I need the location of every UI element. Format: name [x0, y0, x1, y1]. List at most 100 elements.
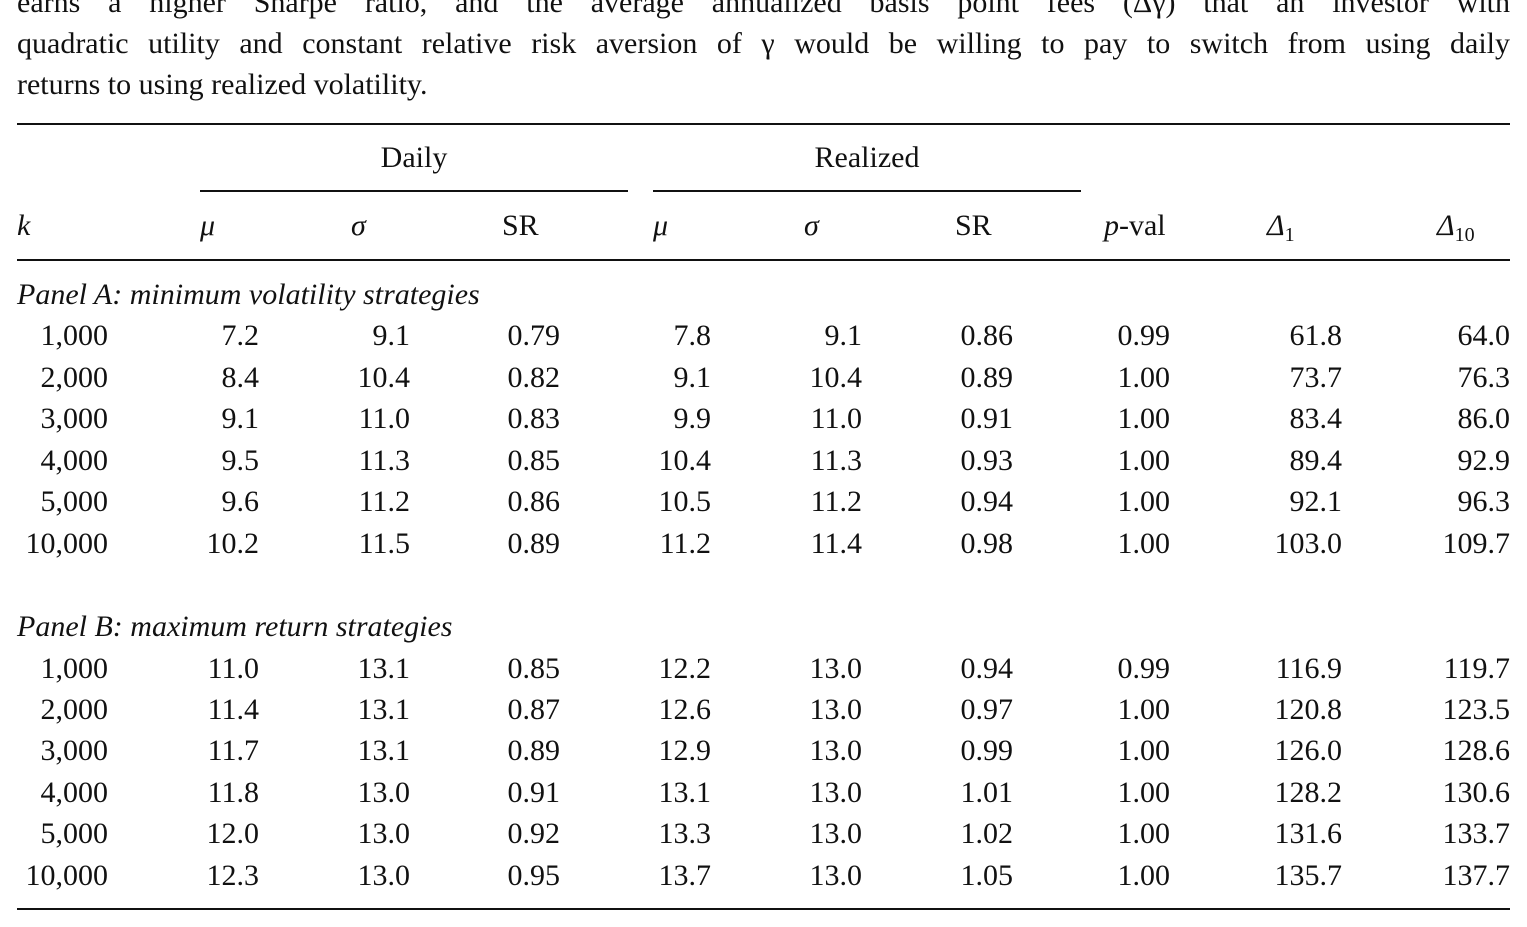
cell-realized-sigma: 13.0: [809, 734, 863, 767]
cell-k: 3,000: [40, 402, 109, 435]
cell-delta10: 96.3: [1457, 485, 1511, 518]
cell-daily-sigma: 11.0: [358, 402, 410, 435]
col-header-realized-mu: μ: [653, 209, 669, 242]
cell-pval: 1.00: [1117, 776, 1171, 809]
cell-daily-mu: 7.2: [221, 319, 260, 352]
cell-k: 5,000: [40, 817, 109, 850]
cell-delta1: 89.4: [1289, 444, 1343, 477]
cell-daily-sr: 0.89: [507, 527, 561, 560]
cell-daily-sigma: 13.0: [357, 817, 411, 850]
cell-delta1: 103.0: [1274, 527, 1343, 560]
cell-realized-mu: 11.2: [659, 527, 711, 560]
cell-daily-mu: 9.5: [221, 444, 260, 477]
cell-realized-sr: 0.86: [960, 319, 1014, 352]
cell-daily-mu: 11.4: [207, 693, 259, 726]
cell-daily-sr: 0.87: [507, 693, 561, 726]
cell-delta1: 83.4: [1289, 402, 1343, 435]
cell-daily-sigma: 11.5: [358, 527, 410, 560]
cell-realized-mu: 13.7: [658, 859, 712, 892]
cell-pval: 0.99: [1117, 319, 1171, 352]
cell-k: 10,000: [25, 527, 109, 560]
cell-realized-sr: 0.98: [960, 527, 1014, 560]
col-header-delta10: Δ10: [1437, 209, 1475, 245]
cell-pval: 1.00: [1117, 402, 1171, 435]
col-header-pval-rest: -val: [1119, 209, 1166, 242]
cell-delta1: 131.6: [1274, 817, 1343, 850]
cell-daily-sr: 0.91: [507, 776, 561, 809]
cell-delta10: 119.7: [1443, 652, 1510, 685]
cell-delta10: 123.5: [1442, 693, 1511, 726]
cell-delta10: 86.0: [1457, 402, 1511, 435]
col-header-delta10-symbol: Δ: [1437, 209, 1455, 242]
col-header-realized-sigma: σ: [804, 209, 819, 242]
cell-pval: 1.00: [1117, 527, 1171, 560]
cell-daily-sigma: 13.0: [357, 776, 411, 809]
cell-daily-sr: 0.86: [507, 485, 561, 518]
cell-realized-sr: 1.05: [960, 859, 1014, 892]
cell-k: 4,000: [40, 444, 109, 477]
cell-realized-mu: 12.9: [658, 734, 712, 767]
table-bottom-rule: [17, 908, 1510, 910]
panel-a-title: Panel A: minimum volatility strategies: [17, 278, 480, 311]
cell-daily-mu: 11.7: [207, 734, 259, 767]
cell-daily-sigma: 10.4: [357, 361, 411, 394]
cell-k: 2,000: [40, 693, 109, 726]
cell-realized-sigma: 9.1: [824, 319, 863, 352]
caption-line-3: returns to using realized volatility.: [17, 68, 428, 101]
cell-daily-mu: 9.6: [221, 485, 260, 518]
cell-delta1: 135.7: [1274, 859, 1343, 892]
cell-delta10: 109.7: [1442, 527, 1511, 560]
cell-realized-mu: 7.8: [673, 319, 712, 352]
cell-k: 10,000: [25, 859, 109, 892]
cell-daily-sr: 0.85: [507, 444, 561, 477]
cell-realized-mu: 9.1: [673, 361, 712, 394]
cell-daily-mu: 11.0: [207, 652, 259, 685]
group-header-realized: Realized: [814, 141, 920, 174]
cell-realized-sr: 0.93: [960, 444, 1014, 477]
col-header-k: k: [17, 209, 31, 242]
col-header-pval-p: p: [1104, 209, 1119, 242]
col-header-delta1-symbol: Δ: [1267, 209, 1285, 242]
cell-realized-sigma: 13.0: [809, 693, 863, 726]
cell-pval: 0.99: [1117, 652, 1171, 685]
col-header-daily-sr: SR: [502, 209, 539, 242]
cell-daily-mu: 12.0: [206, 817, 260, 850]
cell-daily-mu: 8.4: [221, 361, 260, 394]
cell-daily-sr: 0.95: [507, 859, 561, 892]
cell-pval: 1.00: [1117, 859, 1171, 892]
cell-delta10: 133.7: [1442, 817, 1511, 850]
cell-realized-mu: 13.3: [658, 817, 712, 850]
cell-k: 1,000: [40, 319, 109, 352]
cell-realized-mu: 10.4: [658, 444, 712, 477]
cell-delta10: 128.6: [1442, 734, 1511, 767]
cell-k: 1,000: [40, 652, 109, 685]
cell-realized-sr: 1.01: [960, 776, 1014, 809]
caption-line-2: quadratic utility and constant relative …: [17, 27, 1510, 60]
cell-realized-mu: 10.5: [658, 485, 712, 518]
cell-daily-sr: 0.92: [507, 817, 561, 850]
cell-realized-sr: 0.94: [960, 485, 1014, 518]
cell-realized-sr: 0.91: [960, 402, 1014, 435]
realized-group-rule: [653, 190, 1081, 192]
col-header-daily-sigma: σ: [351, 209, 366, 242]
cell-realized-sigma: 13.0: [809, 652, 863, 685]
cell-delta1: 126.0: [1274, 734, 1343, 767]
table-top-rule: [17, 123, 1510, 125]
cell-delta10: 76.3: [1457, 361, 1511, 394]
cell-realized-mu: 9.9: [673, 402, 712, 435]
cell-realized-sigma: 11.4: [810, 527, 862, 560]
cell-realized-sr: 0.99: [960, 734, 1014, 767]
cell-daily-sr: 0.82: [507, 361, 561, 394]
cell-realized-sigma: 11.0: [810, 402, 862, 435]
cell-delta1: 116.9: [1275, 652, 1342, 685]
cell-delta1: 61.8: [1289, 319, 1343, 352]
cell-k: 4,000: [40, 776, 109, 809]
cell-daily-sr: 0.83: [507, 402, 561, 435]
daily-group-rule: [200, 190, 628, 192]
cell-delta1: 128.2: [1274, 776, 1343, 809]
cell-delta10: 130.6: [1442, 776, 1511, 809]
cell-realized-sr: 0.94: [960, 652, 1014, 685]
cell-k: 2,000: [40, 361, 109, 394]
col-header-pval: p-val: [1104, 209, 1166, 243]
group-header-daily: Daily: [380, 141, 448, 174]
